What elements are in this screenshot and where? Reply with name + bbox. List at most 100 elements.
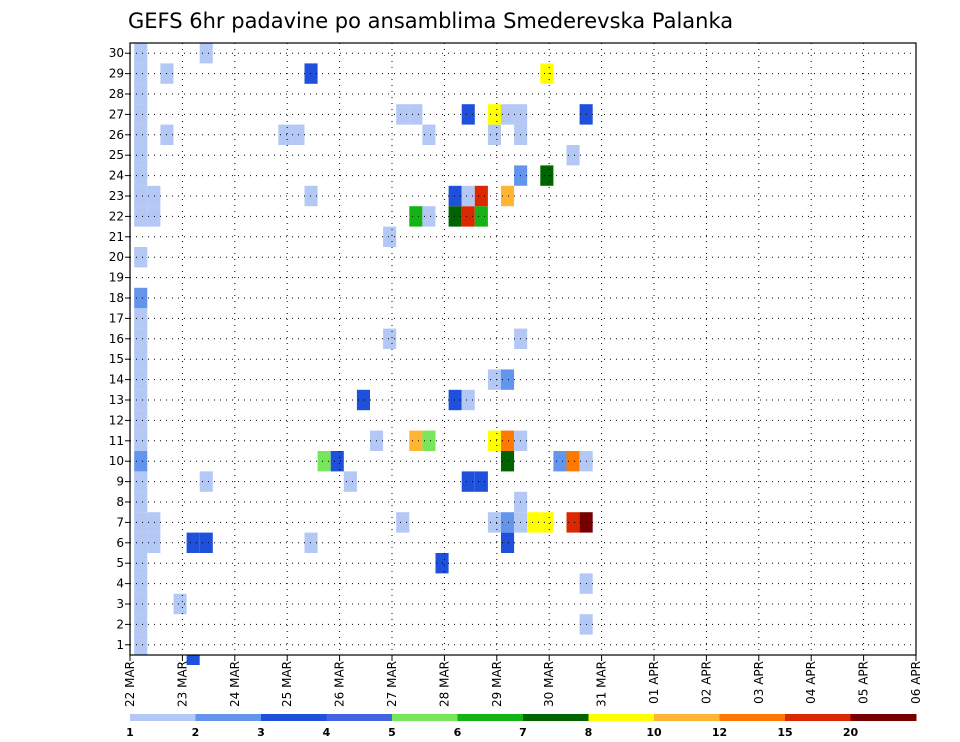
heatmap-cell: [147, 185, 161, 207]
heatmap-cell: [474, 206, 488, 227]
heatmap-cell: [383, 328, 397, 349]
x-tick-label: 24 MAR: [228, 661, 242, 707]
heatmap-cell: [448, 389, 462, 411]
legend-label: 12: [712, 726, 727, 739]
heatmap-cell: [147, 206, 161, 227]
heatmap-cell: [199, 43, 213, 64]
heatmap-cell: [501, 369, 515, 390]
heatmap-cell: [134, 430, 148, 451]
heatmap-cell: [291, 124, 305, 145]
heatmap-cell: [553, 451, 567, 472]
heatmap-cell: [474, 185, 488, 207]
y-tick-label: 7: [116, 515, 124, 529]
heatmap-cell: [147, 532, 161, 553]
heatmap-cell: [461, 206, 475, 227]
x-tick-label: 25 MAR: [280, 661, 294, 707]
heatmap-cell: [186, 655, 200, 665]
heatmap-cell: [134, 328, 148, 349]
y-tick-label: 6: [116, 536, 124, 550]
y-tick-label: 21: [109, 230, 124, 244]
y-tick-label: 30: [109, 46, 124, 60]
heatmap-cell: [396, 512, 410, 533]
heatmap-cell: [540, 165, 554, 186]
y-tick-label: 26: [109, 128, 124, 142]
y-tick-label: 28: [109, 87, 124, 101]
heatmap-cell: [487, 369, 501, 390]
x-tick-label: 26 MAR: [333, 661, 347, 707]
x-tick-label: 29 MAR: [490, 661, 504, 707]
y-tick-label: 14: [109, 373, 124, 387]
heatmap-cell: [448, 185, 462, 207]
heatmap-cell: [527, 512, 541, 533]
heatmap-cell: [134, 104, 148, 125]
heatmap-cell: [134, 165, 148, 186]
legend-swatch: [457, 714, 524, 721]
legend-swatch: [523, 714, 589, 721]
y-tick-label: 23: [109, 189, 124, 203]
heatmap-cell: [278, 124, 292, 145]
x-tick-label: 30 MAR: [542, 661, 556, 707]
heatmap-cell: [566, 451, 580, 472]
y-tick-label: 22: [109, 209, 124, 223]
legend-label: 6: [454, 726, 462, 739]
x-tick-label: 01 APR: [647, 661, 661, 704]
heatmap-cell: [134, 614, 148, 635]
heatmap-cell: [134, 308, 148, 329]
heatmap-cell: [487, 124, 501, 145]
legend-label: 5: [388, 726, 396, 739]
heatmap-cell: [134, 471, 148, 492]
heatmap-cell: [134, 532, 148, 553]
legend-swatch: [850, 714, 917, 721]
y-tick-label: 20: [109, 250, 124, 264]
heatmap-cell: [409, 104, 423, 125]
heatmap-cell: [330, 451, 344, 472]
heatmap-cell: [304, 185, 318, 207]
x-tick-label: 22 MAR: [123, 661, 137, 707]
heatmap-cell: [134, 247, 148, 268]
heatmap-cell: [134, 573, 148, 594]
y-axis: 1234567891011121314151617181920212223242…: [109, 46, 130, 652]
heatmap-cell: [186, 532, 200, 553]
legend-label: 20: [843, 726, 859, 739]
heatmap-cell: [396, 104, 410, 125]
heatmap-cell: [134, 389, 148, 411]
heatmap-cell: [566, 512, 580, 533]
heatmap-cell: [134, 512, 148, 533]
heatmap-cell: [487, 512, 501, 533]
heatmap-cell: [487, 430, 501, 451]
heatmap-cell: [134, 410, 148, 431]
heatmap-cell: [501, 532, 515, 553]
legend-swatch: [654, 714, 720, 721]
y-tick-label: 17: [109, 311, 124, 325]
heatmap-cell: [461, 185, 475, 207]
y-tick-label: 9: [116, 475, 124, 489]
plot-frame: [129, 42, 917, 656]
heatmap-cell: [134, 83, 148, 105]
legend-swatch: [392, 714, 458, 721]
heatmap-cell: [134, 63, 148, 84]
y-tick-label: 25: [109, 148, 124, 162]
y-tick-label: 24: [109, 169, 124, 183]
heatmap-cell: [461, 389, 475, 411]
heatmap-cell: [448, 206, 462, 227]
heatmap-cell: [304, 532, 318, 553]
legend-swatch: [719, 714, 786, 721]
x-tick-label: 23 MAR: [175, 661, 189, 707]
legend-label: 3: [257, 726, 265, 739]
x-tick-label: 03 APR: [752, 661, 766, 704]
y-tick-label: 1: [116, 638, 124, 652]
heatmap-cell: [134, 593, 148, 615]
y-tick-label: 4: [116, 577, 124, 591]
y-tick-label: 12: [109, 413, 124, 427]
heatmap-cell: [134, 369, 148, 390]
heatmap-cell: [134, 145, 148, 166]
chart-title: GEFS 6hr padavine po ansamblima Smederev…: [128, 9, 733, 33]
heatmap-cell: [501, 430, 515, 451]
heatmap-cell: [199, 471, 213, 492]
heatmap-cell: [422, 124, 436, 145]
heatmap-cell: [134, 491, 148, 513]
color-legend: 1 2 3 4 5 6 7 8 10 12 15 20: [126, 714, 917, 739]
heatmap-cell: [383, 226, 397, 247]
heatmap-cell: [422, 206, 436, 227]
legend-label: 4: [323, 726, 331, 739]
